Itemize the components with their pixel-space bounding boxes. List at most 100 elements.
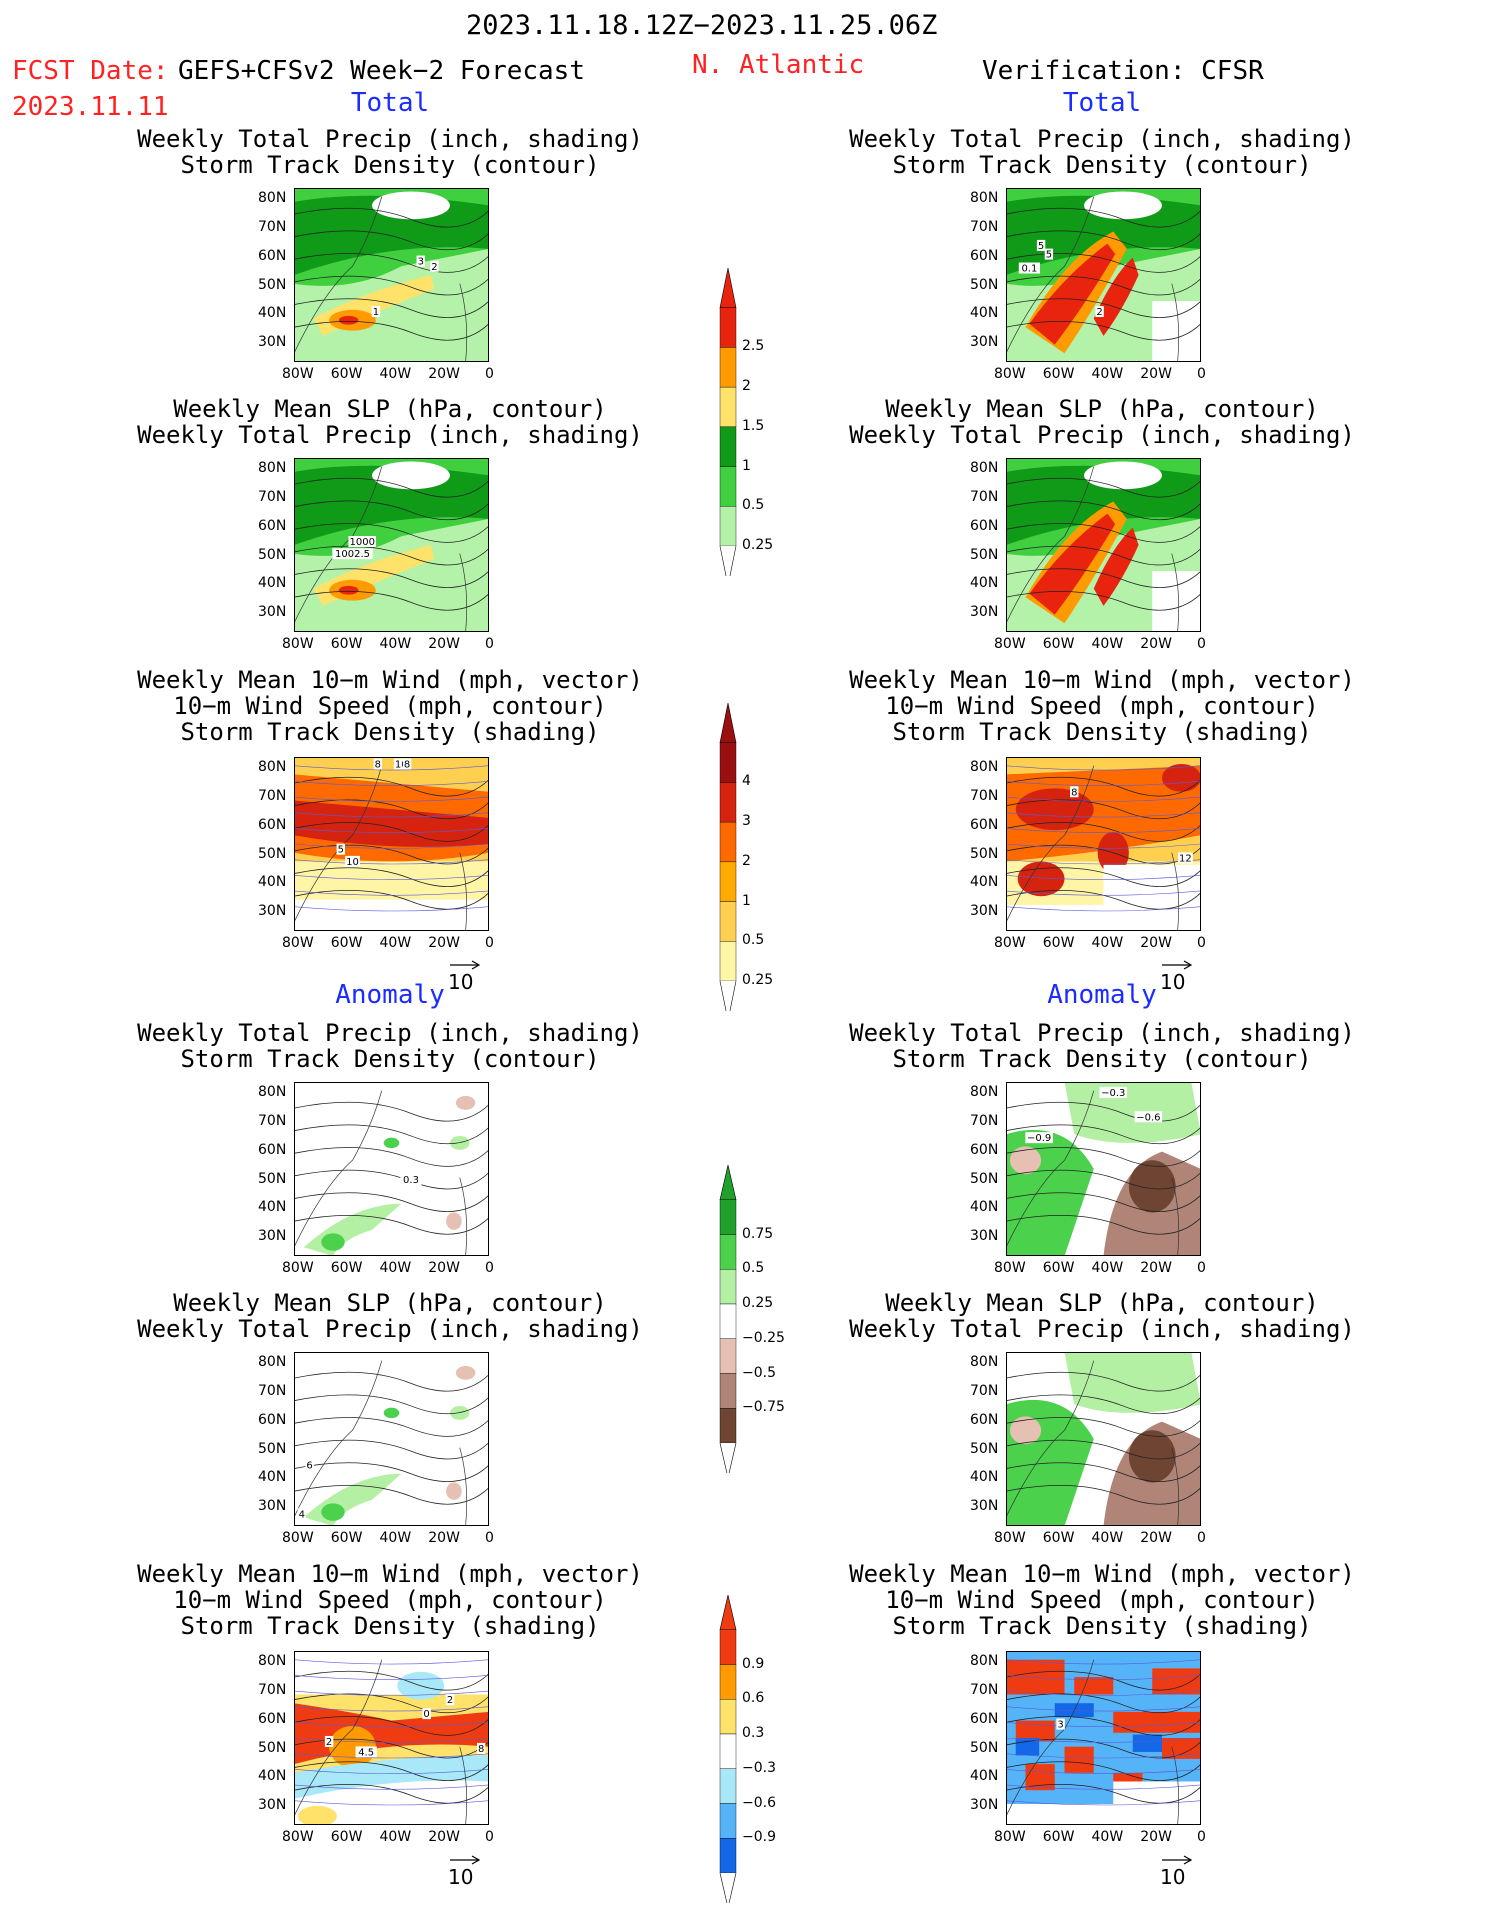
colorbar-tick-label: 2.5 [742, 338, 765, 355]
lat-tick-label: 80N [970, 759, 999, 776]
colorbar-tick-label: −0.25 [742, 1329, 785, 1346]
lon-tick-label: 60W [1042, 1260, 1075, 1276]
map-panel-f_slp: 1000 1002.5 [293, 458, 490, 636]
lat-tick-label: 80N [970, 460, 999, 477]
lat-tick-label: 60N [258, 1710, 287, 1727]
vector-ref-label: 10 [448, 970, 474, 994]
lon-tick-label: 60W [1042, 935, 1075, 951]
colorbar-precip_anom [718, 1164, 738, 1478]
lon-tick-label: 0 [485, 935, 494, 951]
lat-tick-label: 30N [258, 1796, 287, 1813]
map-canvas: 8 12 [1005, 757, 1202, 932]
section-anomaly-verification: Anomaly [1047, 980, 1157, 1010]
lat-tick-label: 80N [970, 190, 999, 207]
lat-tick-label: 30N [258, 1227, 287, 1244]
vector-ref-label: 10 [448, 1865, 474, 1889]
lat-tick-label: 70N [970, 788, 999, 805]
colorbar-tick-label: 0.25 [742, 537, 774, 553]
lon-tick-label: 40W [1091, 636, 1124, 652]
lat-tick-label: 80N [258, 460, 287, 477]
lat-tick-label: 50N [970, 546, 999, 563]
colorbar-storm_anom [718, 1594, 738, 1908]
fcst-date-value: 2023.11.11 [12, 92, 169, 122]
lat-tick-label: 40N [970, 1199, 999, 1216]
colorbar-precip_total [718, 267, 738, 586]
map-canvas: 0.3 [293, 1082, 490, 1257]
map-panel-v_slp [1005, 458, 1202, 636]
lat-tick-label: 40N [258, 1469, 287, 1486]
lon-tick-label: 0 [1197, 1829, 1206, 1845]
contour-label: 8 [1071, 787, 1077, 798]
lat-tick-label: 80N [258, 759, 287, 776]
panel-title-verif-anom-precip: Weekly Total Precip (inch, shading) Storm… [849, 1019, 1355, 1073]
map-panel-va_slp [1005, 1352, 1202, 1530]
contour-label: 8 [375, 759, 381, 770]
lon-tick-label: 20W [1140, 636, 1172, 652]
colorbar-tick-label: 4 [742, 773, 751, 790]
colorbar-tick-label: 0.5 [742, 497, 765, 514]
lon-tick-label: 80W [282, 636, 314, 652]
colorbar-tick-label: −0.3 [742, 1759, 776, 1776]
section-anomaly-forecast: Anomaly [335, 980, 445, 1010]
map-panel-v_wind: 8 12 [1005, 757, 1202, 935]
lon-tick-label: 20W [428, 636, 460, 652]
lat-tick-label: 40N [970, 575, 999, 592]
lon-tick-label: 80W [282, 1530, 314, 1546]
lat-tick-label: 70N [970, 1113, 999, 1130]
map-panel-fa_precip: 0.3 [293, 1082, 490, 1260]
colorbar-tick-label: −0.9 [742, 1829, 776, 1846]
map-panel-fa_wind: 2 4.5 0 2 8 [293, 1651, 490, 1829]
lat-tick-label: 80N [258, 1084, 287, 1101]
lat-tick-label: 40N [258, 874, 287, 891]
lon-tick-label: 20W [428, 1260, 460, 1276]
colorbar-tick-label: 0.5 [742, 932, 765, 949]
colorbar-tick-label: 0.6 [742, 1690, 765, 1707]
lat-tick-label: 60N [258, 517, 287, 534]
lat-tick-label: 70N [258, 219, 287, 236]
contour-label: 0.3 [403, 1175, 419, 1186]
lon-tick-label: 40W [379, 935, 412, 951]
lat-tick-label: 50N [970, 1170, 999, 1187]
lat-tick-label: 50N [970, 276, 999, 293]
lon-tick-label: 20W [1140, 366, 1172, 382]
lon-tick-label: 20W [1140, 1260, 1172, 1276]
contour-label: 8 [404, 759, 410, 770]
contour-label: 2 [447, 1695, 453, 1706]
lat-tick-label: 40N [258, 575, 287, 592]
lon-tick-label: 80W [994, 366, 1026, 382]
lat-tick-label: 30N [258, 603, 287, 620]
map-panel-v_precip: 5 5 0.1 2 [1005, 188, 1202, 366]
vector-ref-verif-total: 10 [1160, 960, 1196, 994]
lat-tick-label: 50N [258, 1170, 287, 1187]
lat-tick-label: 80N [258, 1354, 287, 1371]
vector-ref-label: 10 [1160, 1865, 1186, 1889]
colorbar-tick-label: −0.5 [742, 1364, 776, 1381]
lat-tick-label: 40N [258, 1199, 287, 1216]
lat-tick-label: 60N [970, 816, 999, 833]
map-panel-va_wind: 3 [1005, 1651, 1202, 1829]
colorbar-tick-label: 0.5 [742, 1260, 765, 1277]
lon-tick-label: 20W [1140, 1829, 1172, 1845]
map-canvas: 64 [293, 1352, 490, 1527]
lon-tick-label: 40W [1091, 1530, 1124, 1546]
lat-tick-label: 80N [970, 1084, 999, 1101]
lon-tick-label: 80W [994, 1829, 1026, 1845]
contour-label: 4 [299, 1509, 305, 1520]
colorbar-tick-label: 0.25 [742, 972, 774, 988]
lat-tick-label: 70N [258, 1383, 287, 1400]
map-canvas [1005, 458, 1202, 633]
lat-tick-label: 50N [258, 845, 287, 862]
colorbar-tick-label: 0.9 [742, 1655, 765, 1672]
lon-tick-label: 60W [1042, 1530, 1075, 1546]
contour-label: 1002.5 [335, 549, 370, 560]
lon-tick-label: 80W [994, 636, 1026, 652]
lon-tick-label: 0 [1197, 935, 1206, 951]
lon-tick-label: 20W [428, 366, 460, 382]
colorbar-tick-label: 2 [742, 852, 751, 869]
lon-tick-label: 20W [1140, 935, 1172, 951]
lat-tick-label: 30N [970, 1796, 999, 1813]
lat-tick-label: 50N [970, 845, 999, 862]
panel-title-fcst-precip: Weekly Total Precip (inch, shading) Storm… [137, 125, 643, 179]
lat-tick-label: 30N [258, 1497, 287, 1514]
vector-ref-fcst-anom: 10 [448, 1855, 484, 1889]
